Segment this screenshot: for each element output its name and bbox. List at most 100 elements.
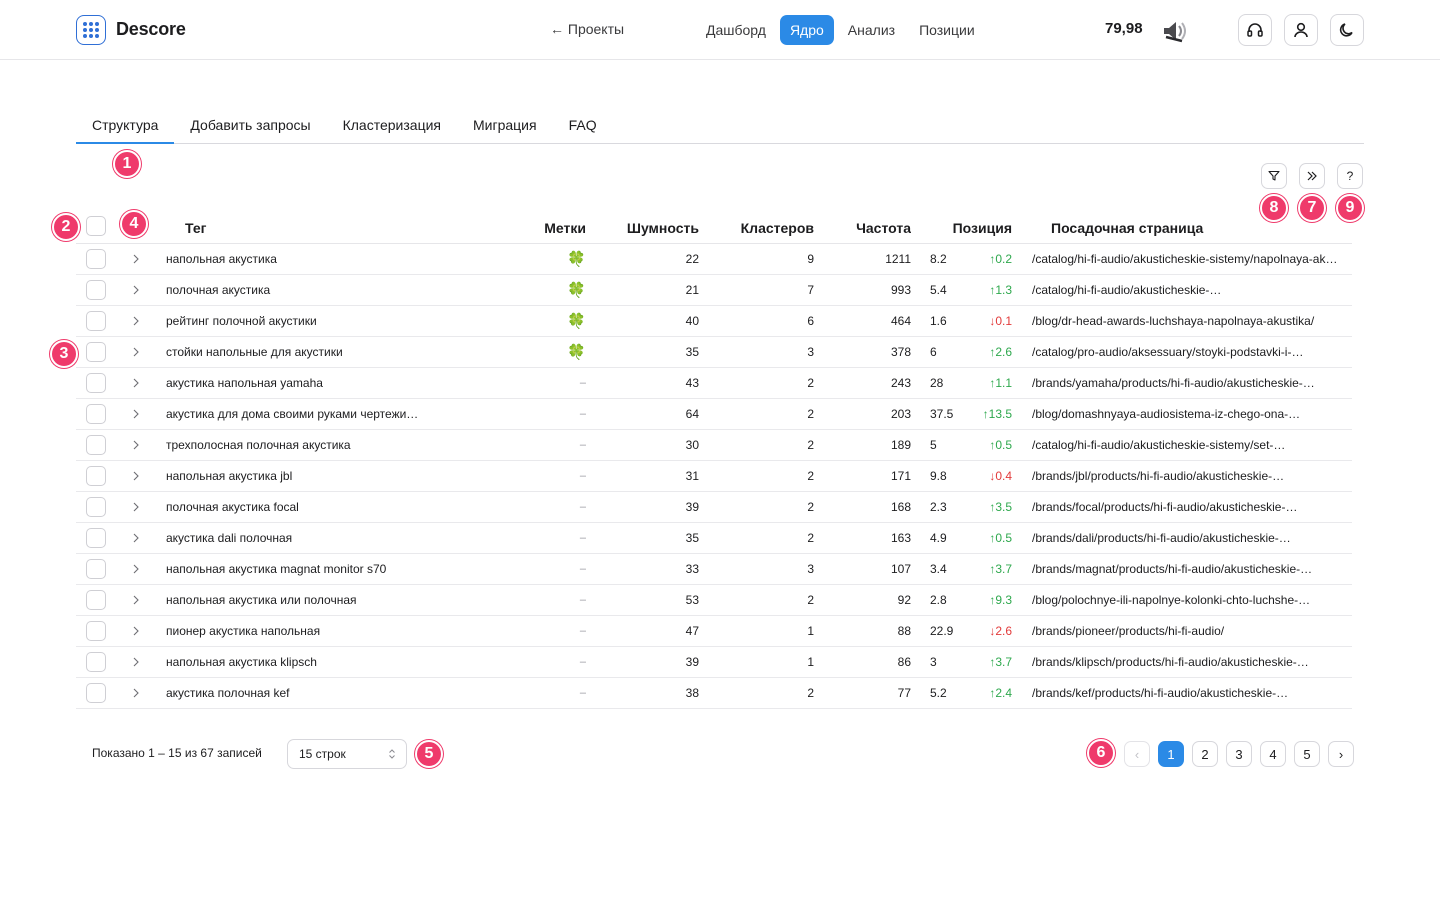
chevron-right-icon[interactable]: [130, 656, 142, 668]
support-button[interactable]: [1238, 14, 1272, 46]
tag-name[interactable]: напольная акустика или полочная: [166, 593, 357, 607]
landing-page-url[interactable]: /brands/magnat/products/hi-fi-audio/akus…: [1032, 554, 1344, 584]
table-row[interactable]: акустика для дома своими руками чертежи……: [76, 399, 1352, 430]
landing-page-url[interactable]: /brands/kef/products/hi-fi-audio/akustic…: [1032, 678, 1344, 708]
landing-page-url[interactable]: /blog/dr-head-awards-luchshaya-napolnaya…: [1032, 306, 1344, 336]
page-1-button[interactable]: 1: [1158, 741, 1184, 767]
chevron-right-icon[interactable]: [130, 594, 142, 606]
row-checkbox[interactable]: [86, 652, 106, 672]
tag-name[interactable]: акустика полочная kef: [166, 686, 290, 700]
row-checkbox[interactable]: [86, 559, 106, 579]
tag-name[interactable]: напольная акустика klipsch: [166, 655, 317, 669]
table-row[interactable]: стойки напольные для акустики 🍀 35 3 378 6 ↑2.…: [76, 337, 1352, 368]
table-row[interactable]: полочная акустика 🍀 21 7 993 5.4 ↑1.3/catalog/…: [76, 275, 1352, 306]
row-checkbox[interactable]: [86, 590, 106, 610]
table-row[interactable]: рейтинг полочной акустики 🍀 40 6 464 1.6 ↓0.1 /…: [76, 306, 1352, 337]
table-row[interactable]: пионер акустика напольная – 47 1 88 22.9 ↓2.6 /…: [76, 616, 1352, 647]
chevron-right-icon[interactable]: [130, 346, 142, 358]
nav-core[interactable]: Ядро: [779, 15, 834, 45]
page-5-button[interactable]: 5: [1294, 741, 1320, 767]
chevron-right-icon[interactable]: [130, 315, 142, 327]
landing-page-url[interactable]: /catalog/hi-fi-audio/akusticheskie-…: [1032, 275, 1344, 305]
landing-page-url[interactable]: /catalog/pro-audio/aksessuary/stoyki-pod…: [1032, 337, 1344, 367]
nav-positions[interactable]: Позиции: [919, 22, 975, 38]
chevron-right-icon[interactable]: [130, 408, 142, 420]
table-row[interactable]: акустика напольная yamaha – 43 2 243 28 ↑1.1/b…: [76, 368, 1352, 399]
chevron-right-icon[interactable]: [130, 687, 142, 699]
tab-add-queries[interactable]: Добавить запросы: [190, 117, 311, 133]
nav-dashboard[interactable]: Дашборд: [706, 22, 766, 38]
tag-name[interactable]: напольная акустика magnat monitor s70: [166, 562, 387, 576]
brand-name[interactable]: Descore: [116, 19, 186, 39]
chevron-right-icon[interactable]: [130, 284, 142, 296]
table-row[interactable]: напольная акустика или полочная – 53 2 92 2.8…: [76, 585, 1352, 616]
prev-page-button[interactable]: ‹: [1124, 741, 1150, 767]
profile-button[interactable]: [1284, 14, 1318, 46]
chevron-right-icon[interactable]: [130, 563, 142, 575]
column-noise[interactable]: Шумность: [626, 219, 699, 236]
next-page-button[interactable]: ›: [1328, 741, 1354, 767]
row-checkbox[interactable]: [86, 497, 106, 517]
tag-name[interactable]: акустика для дома своими руками чертежи…: [166, 407, 419, 421]
chevron-right-icon[interactable]: [130, 625, 142, 637]
row-checkbox[interactable]: [86, 404, 106, 424]
page-4-button[interactable]: 4: [1260, 741, 1286, 767]
table-row[interactable]: акустика dali полочная – 35 2 163 4.9 ↑0.5/bra…: [76, 523, 1352, 554]
tag-name[interactable]: напольная акустика: [166, 252, 277, 266]
select-all-checkbox[interactable]: [86, 215, 106, 236]
landing-page-url[interactable]: /brands/yamaha/products/hi-fi-audio/akus…: [1032, 368, 1344, 398]
row-checkbox[interactable]: [86, 249, 106, 269]
row-checkbox[interactable]: [86, 280, 106, 300]
column-position[interactable]: Позиция: [952, 219, 1012, 236]
chevron-right-icon[interactable]: [130, 253, 142, 265]
chevron-right-icon[interactable]: [130, 377, 142, 389]
back-to-projects-link[interactable]: ← Проекты: [550, 21, 625, 37]
chevron-right-icon[interactable]: [130, 532, 142, 544]
row-checkbox[interactable]: [86, 621, 106, 641]
balance-value[interactable]: 79,98: [1105, 20, 1143, 37]
tag-name[interactable]: полочная акустика focal: [166, 500, 299, 514]
column-tag[interactable]: Тег: [185, 219, 207, 236]
tag-name[interactable]: напольная акустика jbl: [166, 469, 293, 483]
tag-name[interactable]: пионер акустика напольная: [166, 624, 321, 638]
rows-per-page-select[interactable]: 15 строк: [287, 739, 407, 769]
chevron-right-icon[interactable]: [130, 501, 142, 513]
landing-page-url[interactable]: /blog/domashnyaya-audiosistema-iz-chego-…: [1032, 399, 1344, 429]
tab-structure[interactable]: Структура: [76, 108, 175, 144]
tab-clustering[interactable]: Кластеризация: [342, 117, 441, 133]
logo-icon[interactable]: [76, 15, 106, 45]
row-checkbox[interactable]: [86, 342, 106, 362]
landing-page-url[interactable]: /brands/klipsch/products/hi-fi-audio/aku…: [1032, 647, 1344, 677]
expand-all-button[interactable]: [1299, 163, 1325, 189]
table-row[interactable]: напольная акустика klipsch – 39 1 86 3 ↑3.7/br…: [76, 647, 1352, 678]
tag-name[interactable]: стойки напольные для акустики: [166, 345, 343, 359]
page-2-button[interactable]: 2: [1192, 741, 1218, 767]
landing-page-url[interactable]: /catalog/hi-fi-audio/akusticheskie-siste…: [1032, 430, 1344, 460]
table-row[interactable]: акустика полочная kef – 38 2 77 5.2 ↑2.4/brand…: [76, 678, 1352, 709]
table-row[interactable]: полочная акустика focal – 39 2 168 2.3 ↑3.5/br…: [76, 492, 1352, 523]
landing-page-url[interactable]: /brands/dali/products/hi-fi-audio/akusti…: [1032, 523, 1344, 553]
column-marks[interactable]: Метки: [544, 219, 586, 236]
tag-name[interactable]: акустика dali полочная: [166, 531, 293, 545]
row-checkbox[interactable]: [86, 373, 106, 393]
help-button[interactable]: ?: [1337, 163, 1363, 189]
landing-page-url[interactable]: /catalog/hi-fi-audio/akusticheskie-siste…: [1032, 244, 1344, 274]
chevron-right-icon[interactable]: [130, 439, 142, 451]
row-checkbox[interactable]: [86, 683, 106, 703]
theme-toggle-button[interactable]: [1330, 14, 1364, 46]
column-landing-page[interactable]: Посадочная страница: [1051, 219, 1204, 236]
table-row[interactable]: напольная акустика 🍀 22 9 1211 8.2 ↑0.2/catalo…: [76, 244, 1352, 275]
tag-name[interactable]: трехполосная полочная акустика: [166, 438, 351, 452]
tag-name[interactable]: рейтинг полочной акустики: [166, 314, 317, 328]
nav-analysis[interactable]: Анализ: [847, 22, 896, 38]
column-frequency[interactable]: Частота: [856, 219, 911, 236]
column-clusters[interactable]: Кластеров: [740, 219, 814, 236]
table-row[interactable]: напольная акустика magnat monitor s70–33…: [76, 554, 1352, 585]
landing-page-url[interactable]: /brands/focal/products/hi-fi-audio/akust…: [1032, 492, 1344, 522]
speaker-icon[interactable]: [1160, 17, 1188, 45]
row-checkbox[interactable]: [86, 466, 106, 486]
tag-name[interactable]: акустика напольная yamaha: [166, 376, 323, 390]
tag-name[interactable]: полочная акустика: [166, 283, 271, 297]
table-row[interactable]: напольная акустика jbl – 31 2 171 9.8 ↓0.4/bra…: [76, 461, 1352, 492]
row-checkbox[interactable]: [86, 311, 106, 331]
